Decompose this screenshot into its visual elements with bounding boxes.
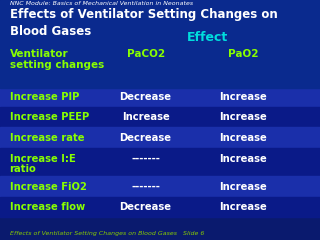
Text: setting changes: setting changes: [10, 60, 104, 70]
Text: Decrease: Decrease: [120, 132, 172, 143]
Text: Effect: Effect: [188, 31, 228, 44]
Text: -------: -------: [131, 154, 160, 164]
Bar: [0, 197, 320, 217]
Text: Increase FiO2: Increase FiO2: [10, 182, 86, 192]
Text: Increase rate: Increase rate: [10, 132, 84, 143]
Text: PaCO2: PaCO2: [126, 49, 165, 59]
Text: Increase: Increase: [219, 202, 267, 212]
Text: Increase: Increase: [219, 92, 267, 102]
Text: NNC Module: Basics of Mechanical Ventilation in Neonates: NNC Module: Basics of Mechanical Ventila…: [10, 1, 193, 6]
Text: Effects of Ventilator Setting Changes on Blood Gases   Slide 6: Effects of Ventilator Setting Changes on…: [10, 231, 204, 236]
Bar: [0, 86, 320, 107]
Text: Increase PEEP: Increase PEEP: [10, 112, 89, 122]
Bar: [0, 148, 320, 176]
Bar: [0, 47, 320, 88]
Text: Ventilator: Ventilator: [10, 49, 68, 59]
Bar: [0, 127, 320, 148]
Text: Increase: Increase: [219, 154, 267, 164]
Text: Increase: Increase: [122, 112, 170, 122]
Text: Increase: Increase: [219, 182, 267, 192]
Text: Increase PIP: Increase PIP: [10, 92, 79, 102]
Text: Increase: Increase: [219, 132, 267, 143]
Bar: [0, 107, 320, 127]
Text: Increase flow: Increase flow: [10, 202, 85, 212]
Bar: [0, 176, 320, 197]
Text: Blood Gases: Blood Gases: [10, 25, 91, 38]
Text: -------: -------: [131, 182, 160, 192]
Bar: [0, 0, 320, 91]
Text: Effects of Ventilator Setting Changes on: Effects of Ventilator Setting Changes on: [10, 8, 277, 21]
Text: PaO2: PaO2: [228, 49, 259, 59]
Text: Decrease: Decrease: [120, 92, 172, 102]
Text: Decrease: Decrease: [120, 202, 172, 212]
Text: ratio: ratio: [10, 164, 36, 174]
Text: Increase I:E: Increase I:E: [10, 154, 75, 164]
Text: Increase: Increase: [219, 112, 267, 122]
